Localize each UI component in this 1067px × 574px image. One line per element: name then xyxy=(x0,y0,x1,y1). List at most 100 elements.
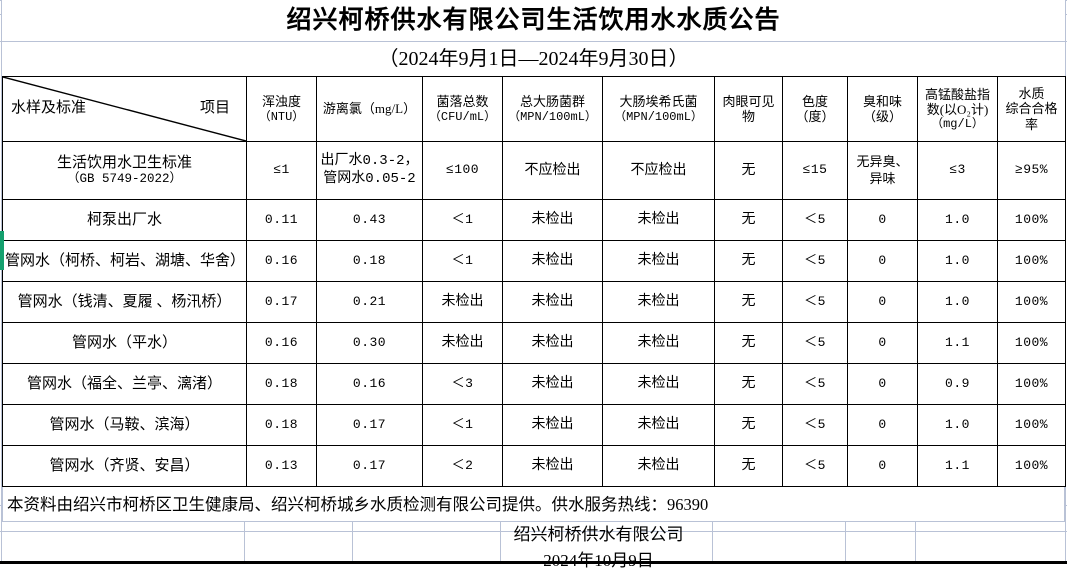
value-colony-count: ＜1 xyxy=(422,240,503,282)
header-unit: （级） xyxy=(862,109,902,124)
value-pass-rate: 100% xyxy=(997,281,1066,323)
value-total-coliform: 未检出 xyxy=(502,445,603,487)
value-turbidity: 0.11 xyxy=(246,199,317,241)
table-row: 管网水（马鞍、滨海） 0.18 0.17 ＜1 未检出 未检出 无 ＜5 0 1… xyxy=(2,404,1066,446)
value-ecoli: 未检出 xyxy=(602,281,715,323)
value-permanganate: 1.0 xyxy=(917,404,998,446)
column-header-ecoli: 大肠埃希氏菌 （MPN/100mL） xyxy=(602,76,715,142)
value-free-chlorine: 0.16 xyxy=(316,363,423,405)
value-total-coliform: 未检出 xyxy=(502,363,603,405)
value-visible-matter: 无 xyxy=(714,322,783,364)
column-header-colony-count: 菌落总数 （CFU/mL） xyxy=(422,76,503,142)
column-header-turbidity: 浑浊度 （NTU） xyxy=(246,76,317,142)
value-free-chlorine: 0.30 xyxy=(316,322,423,364)
sample-name: 管网水（福全、兰亭、漓渚） xyxy=(2,363,247,405)
footer-date: 2024年10月9日 xyxy=(2,548,1065,574)
value-chromaticity: ＜5 xyxy=(782,404,848,446)
value-total-coliform: 未检出 xyxy=(502,199,603,241)
value-ecoli: 未检出 xyxy=(602,404,715,446)
table-row: 管网水（平水） 0.16 0.30 未检出 未检出 未检出 无 ＜5 0 1.1… xyxy=(2,322,1066,364)
header-unit: 综合合格率 xyxy=(1005,101,1058,132)
value-pass-rate: 100% xyxy=(997,322,1066,364)
value-visible-matter: 无 xyxy=(714,199,783,241)
value-permanganate: 1.1 xyxy=(917,445,998,487)
footer-date-text: 2024年10月9日 xyxy=(543,551,654,570)
value-turbidity: 0.13 xyxy=(246,445,317,487)
sample-name: 管网水（钱清、夏履 、杨汛桥） xyxy=(2,281,247,323)
value-permanganate: 0.9 xyxy=(917,363,998,405)
value-chromaticity: ＜5 xyxy=(782,363,848,405)
standard-row: 生活饮用水卫生标准 （GB 5749-2022） ≤1 出厂水0.3-2， 管网… xyxy=(2,141,1066,200)
value-turbidity: 0.16 xyxy=(246,240,317,282)
header-unit: （NTU） xyxy=(258,109,305,124)
value-colony-count: ＜3 xyxy=(422,363,503,405)
corner-column-label: 项目 xyxy=(199,100,230,117)
value-turbidity: 0.18 xyxy=(246,404,317,446)
column-header-overall-pass-rate: 水质 综合合格率 xyxy=(997,76,1066,142)
column-header-chromaticity: 色度 （度） xyxy=(782,76,848,142)
report-period: （2024年9月1日—2024年9月30日） xyxy=(378,48,689,70)
table-row: 管网水（福全、兰亭、漓渚） 0.18 0.16 ＜3 未检出 未检出 无 ＜5 … xyxy=(2,363,1066,405)
table-header-row: 项目 水样及标准 浑浊度 （NTU） 游离氯（mg/L） 菌落总数 （CFU/m… xyxy=(2,76,1066,142)
column-header-permanganate-index: 高锰酸盐指数(以O₂计) （mg/L） xyxy=(917,76,998,142)
value-colony-count: 未检出 xyxy=(422,281,503,323)
sample-name: 管网水（马鞍、滨海） xyxy=(2,404,247,446)
column-header-total-coliform: 总大肠菌群 （MPN/100mL） xyxy=(502,76,603,142)
value-odor-taste: 0 xyxy=(847,281,918,323)
row-selection-marker xyxy=(0,231,4,270)
footer-company: 绍兴柯桥供水有限公司 xyxy=(2,522,1065,548)
standard-value-turbidity: ≤1 xyxy=(246,141,317,200)
value-visible-matter: 无 xyxy=(714,240,783,282)
table-row: 管网水（齐贤、安昌） 0.13 0.17 ＜2 未检出 未检出 无 ＜5 0 1… xyxy=(2,445,1066,487)
value-free-chlorine: 0.18 xyxy=(316,240,423,282)
header-name: 色度 xyxy=(801,93,828,109)
table-row: 管网水（钱清、夏履 、杨汛桥） 0.17 0.21 未检出 未检出 未检出 无 … xyxy=(2,281,1066,323)
value-turbidity: 0.18 xyxy=(246,363,317,405)
title-block: 绍兴柯桥供水有限公司生活饮用水水质公告 （2024年9月1日—2024年9月30… xyxy=(1,0,1066,76)
sample-name: 管网水（平水） xyxy=(2,322,247,364)
value-chromaticity: ＜5 xyxy=(782,240,848,282)
value-odor-taste: 0 xyxy=(847,322,918,364)
value-pass-rate: 100% xyxy=(997,404,1066,446)
standard-value-free-chlorine: 出厂水0.3-2， 管网水0.05-2 xyxy=(316,141,423,200)
header-name: 高锰酸盐指数(以O₂计) xyxy=(924,86,990,117)
corner-row-label: 水样及标准 xyxy=(11,100,87,117)
header-name: 肉眼可见物 xyxy=(722,93,775,124)
value-chromaticity: ＜5 xyxy=(782,445,848,487)
column-header-odor-taste: 臭和味 （级） xyxy=(847,76,918,142)
value-free-chlorine: 0.17 xyxy=(316,404,423,446)
value-chromaticity: ＜5 xyxy=(782,322,848,364)
value-ecoli: 未检出 xyxy=(602,199,715,241)
value-turbidity: 0.17 xyxy=(246,281,317,323)
standard-value-colony-count: ≤100 xyxy=(422,141,503,200)
sample-name: 管网水（齐贤、安昌） xyxy=(2,445,247,487)
value-colony-count: ＜1 xyxy=(422,199,503,241)
value-pass-rate: 100% xyxy=(997,445,1066,487)
value-visible-matter: 无 xyxy=(714,404,783,446)
table-row: 柯泵出厂水 0.11 0.43 ＜1 未检出 未检出 无 ＜5 0 1.0 10… xyxy=(2,199,1066,241)
header-name: 总大肠菌群 xyxy=(519,94,585,110)
value-ecoli: 未检出 xyxy=(602,445,715,487)
standard-value-total-coliform: 不应检出 xyxy=(502,141,603,200)
standard-value-odor-taste: 无异臭、 异味 xyxy=(847,141,918,200)
value-permanganate: 1.1 xyxy=(917,322,998,364)
value-ecoli: 未检出 xyxy=(602,363,715,405)
value-odor-taste: 0 xyxy=(847,445,918,487)
standard-value-chromaticity: ≤15 xyxy=(782,141,848,200)
value-chromaticity: ＜5 xyxy=(782,281,848,323)
header-unit: （mg/L） xyxy=(931,117,984,132)
value-permanganate: 1.0 xyxy=(917,240,998,282)
page-title: 绍兴柯桥供水有限公司生活饮用水水质公告 xyxy=(2,0,1065,42)
corner-header-cell: 项目 水样及标准 xyxy=(2,76,247,142)
value-visible-matter: 无 xyxy=(714,445,783,487)
value-turbidity: 0.16 xyxy=(246,322,317,364)
column-header-free-chlorine: 游离氯（mg/L） xyxy=(316,76,423,142)
sample-name: 管网水（柯桥、柯岩、湖塘、华舍） xyxy=(2,240,247,282)
standard-value-pass-rate: ≥95% xyxy=(997,141,1066,200)
standard-value-visible-matter: 无 xyxy=(714,141,783,200)
footer-company-text: 绍兴柯桥供水有限公司 xyxy=(513,525,684,544)
value-odor-taste: 0 xyxy=(847,199,918,241)
value-permanganate: 1.0 xyxy=(917,199,998,241)
header-unit: （MPN/100mL） xyxy=(614,109,703,124)
